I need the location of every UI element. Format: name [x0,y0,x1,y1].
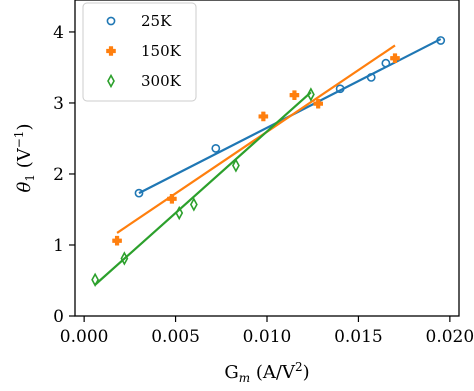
data-point [289,90,300,100]
y-tick-label: 2 [53,165,64,185]
legend-label-300K: 300K [141,72,182,90]
data-point [175,205,184,221]
data-point [258,111,269,122]
fit-line-150K [116,44,396,234]
y-tick-label: 0 [53,307,64,327]
data-point [112,235,122,246]
y-tick-label: 4 [53,23,64,43]
y-axis-label: θ1 (V−1) [12,124,37,193]
legend: 25K 150K 300K [82,2,197,102]
axes: 0.000 0.005 0.010 0.015 0.020 0 1 2 3 4 [53,23,474,347]
x-tick-label: 0.005 [151,327,200,347]
data-point [306,87,315,102]
data-point [335,84,345,94]
data-point [167,194,177,204]
data-point [381,58,391,68]
data-point [436,36,446,45]
series-300K [91,87,315,287]
data-point [366,73,376,82]
fit-line-300K [94,91,312,286]
data-point [390,53,400,64]
data-point [189,197,198,212]
legend-label-150K: 150K [141,42,182,60]
y-tick-label: 1 [53,236,64,256]
legend-label-25K: 25K [141,12,172,30]
x-tick-label: 0.015 [334,327,383,347]
x-tick-label: 0.020 [426,327,474,347]
x-tick-label: 0.000 [60,327,109,347]
x-tick-label: 0.010 [243,327,292,347]
legend-marker-300K [107,73,115,89]
legend-marker-25K [106,16,116,26]
y-tick-label: 3 [53,94,64,114]
legend-items: 25K 150K 300K [106,12,182,90]
x-axis-label: Gm (A/V2) [224,360,309,385]
series-150K [112,44,400,246]
legend-marker-150K [106,46,116,56]
data-point [211,144,221,153]
data-point [91,272,100,287]
data-point [232,158,240,173]
data-point [120,251,129,266]
data-point [134,188,144,198]
plot-marks [91,36,446,287]
data-point [313,98,323,109]
